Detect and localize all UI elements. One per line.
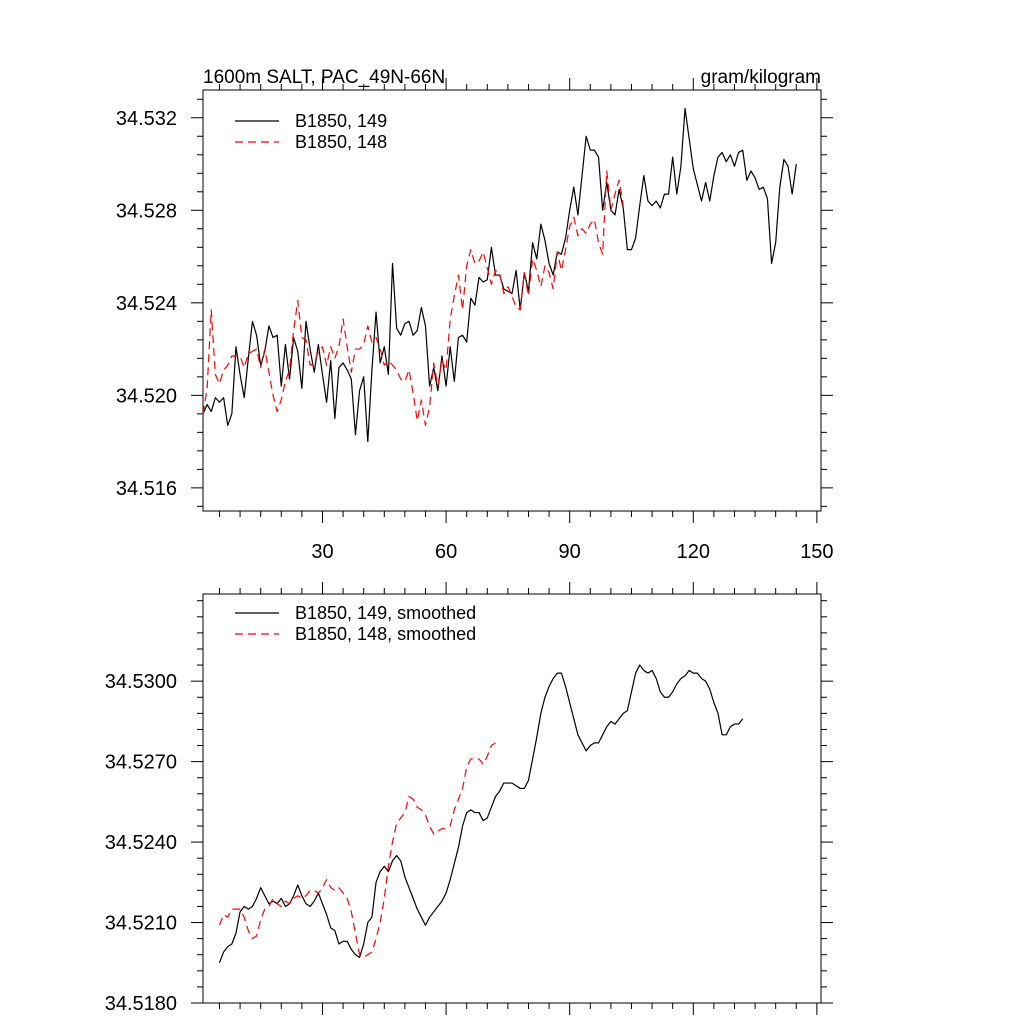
chart-units: gram/kilogram [701,67,821,88]
series-line-2 [218,742,496,959]
legend-label-2: B1850, 148 [295,132,387,152]
series-line-1 [218,664,744,963]
bottom-panel: 34.5180 34.5210 34.5240 34.5270 34.5300 B1850… [105,582,833,1015]
plot-frame [202,89,822,512]
x-tick-label: 150 [800,541,833,563]
plot-frame [202,593,822,1004]
legend-label-1: B1850, 149 [295,111,387,131]
y-tick-label: 34.528 [116,200,177,222]
y-tick-label: 34.5210 [105,913,177,935]
y-tick-label: 34.5300 [105,671,177,693]
x-tick-label: 90 [559,541,581,563]
top-panel: 1600m SALT, PAC_49N-66N gram/kilogram 34… [116,67,834,563]
x-tick-label: 60 [435,541,457,563]
y-tick-label: 34.5240 [105,832,177,854]
series-line-2 [202,170,624,427]
y-tick-label: 34.5180 [105,993,177,1015]
x-tick-label: 30 [311,541,333,563]
y-tick-label: 34.520 [116,385,177,407]
y-tick-label: 34.5270 [105,752,177,774]
y-tick-label: 34.516 [116,478,177,500]
legend-label-2: B1850, 148, smoothed [295,624,476,644]
x-tick-label: 120 [677,541,710,563]
legend-label-1: B1850, 149, smoothed [295,603,476,623]
y-tick-label: 34.532 [116,108,177,130]
chart-title: 1600m SALT, PAC_49N-66N [203,67,445,88]
y-tick-label: 34.524 [116,293,177,315]
